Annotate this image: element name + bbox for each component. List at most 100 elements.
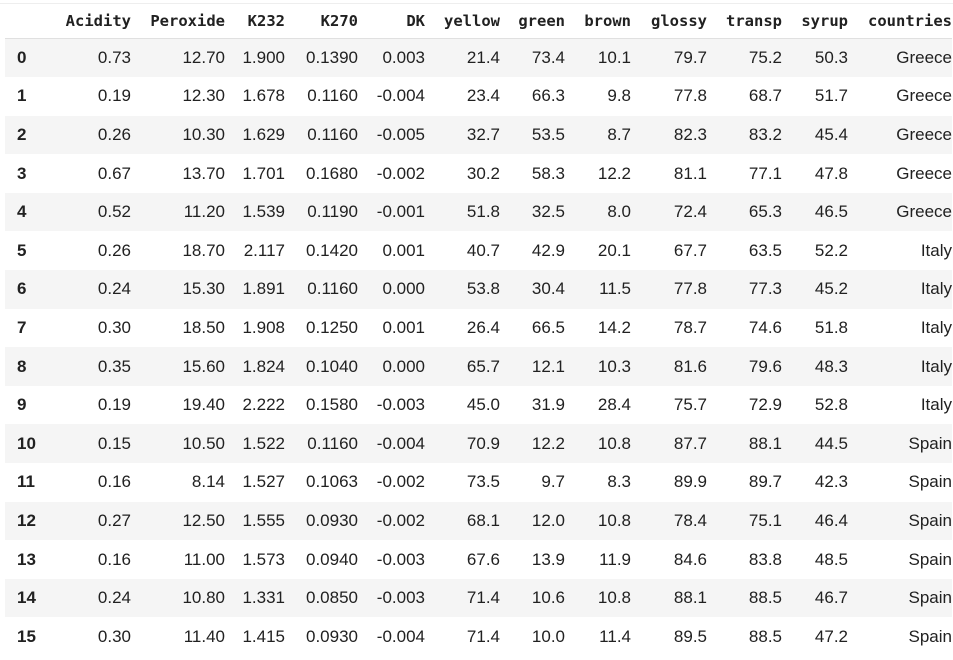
cell-green: 10.6 [531,588,565,608]
cell-k270: 0.1160 [307,124,358,144]
cell-k232: 1.701 [242,163,285,183]
table-row: 3 0.67 13.70 1.701 0.1680 -0.002 30.2 58.3 12.2 8… [5,154,952,193]
cell-green: 31.9 [531,395,565,415]
cell-brown: 28.4 [597,395,631,415]
cell-syrup: 50.3 [814,48,848,68]
cell-k232: 2.117 [243,240,285,260]
cell-yellow: 21.4 [466,48,500,68]
cell-k232: 1.891 [242,279,285,299]
cell-glossy: 82.3 [673,124,707,144]
cell-peroxide: 15.30 [182,279,225,299]
dataframe-table: Acidity Peroxide K232 K270 DK yellow green brow… [5,3,952,656]
row-index: 2 [17,124,27,144]
cell-acidity: 0.52 [97,202,131,222]
column-header-glossy: glossy [631,3,707,39]
cell-k270: 0.1190 [307,202,358,222]
cell-yellow: 23.4 [466,86,500,106]
cell-glossy: 79.7 [673,48,707,68]
cell-yellow: 71.4 [466,626,500,646]
table-row: 12 0.27 12.50 1.555 0.0930 -0.002 68.1 12.0 10.8… [5,501,952,541]
row-index: 1 [17,86,27,106]
cell-brown: 12.2 [597,163,631,183]
row-index: 7 [17,317,27,337]
table-body: 0 0.73 12.70 1.900 0.1390 0.003 21.4 73.4 10.1 79… [5,38,952,656]
cell-k232: 1.539 [242,202,285,222]
cell-transp: 88.5 [748,588,782,608]
cell-k270: 0.0850 [306,588,358,608]
cell-acidity: 0.15 [97,433,131,453]
cell-countries: Spain [908,588,952,608]
table-row: 9 0.19 19.40 2.222 0.1580 -0.003 45.0 31.9 28.4 7… [5,385,952,425]
cell-k270: 0.1680 [306,163,358,183]
cell-brown: 8.3 [607,472,631,492]
cell-acidity: 0.30 [97,626,131,646]
cell-glossy: 77.8 [673,86,707,106]
cell-k270: 0.1040 [306,356,358,376]
cell-green: 73.4 [531,48,565,68]
cell-syrup: 46.4 [814,510,848,530]
cell-k232: 1.824 [242,356,285,376]
cell-k232: 2.222 [242,395,285,415]
cell-acidity: 0.16 [97,472,131,492]
cell-k232: 1.331 [242,588,285,608]
cell-acidity: 0.24 [97,279,131,299]
cell-yellow: 26.4 [466,317,500,337]
row-index: 12 [17,510,36,530]
cell-k270: 0.1160 [307,279,358,299]
cell-green: 10.0 [531,626,565,646]
cell-k232: 1.900 [242,48,285,68]
cell-acidity: 0.26 [97,240,131,260]
cell-acidity: 0.35 [97,356,131,376]
cell-acidity: 0.26 [97,124,131,144]
table-row: 15 0.30 11.40 1.415 0.0930 -0.004 71.4 10.0 11.4… [5,617,952,656]
cell-brown: 8.0 [607,202,631,222]
cell-k270: 0.0940 [306,549,358,569]
cell-glossy: 81.6 [673,356,707,376]
cell-acidity: 0.30 [97,317,131,337]
cell-countries: Italy [920,395,952,415]
cell-brown: 11.9 [599,549,631,569]
cell-transp: 89.7 [748,472,782,492]
cell-dk: -0.005 [376,124,425,144]
cell-glossy: 78.4 [673,510,707,530]
cell-syrup: 51.7 [814,86,848,106]
cell-transp: 83.8 [748,549,782,569]
row-index: 14 [17,588,36,608]
cell-brown: 8.7 [607,124,631,144]
cell-countries: Spain [908,433,952,453]
cell-transp: 75.2 [748,48,782,68]
cell-peroxide: 10.30 [182,124,225,144]
cell-yellow: 53.8 [466,279,500,299]
row-index: 9 [17,395,27,415]
cell-dk: -0.003 [376,588,425,608]
cell-countries: Italy [920,240,952,260]
cell-k270: 0.1160 [307,433,358,453]
cell-transp: 79.6 [748,356,782,376]
cell-countries: Greece [896,48,952,68]
table-row: 6 0.24 15.30 1.891 0.1160 0.000 53.8 30.4 11.5 77… [5,270,952,309]
row-index: 4 [17,202,27,222]
cell-syrup: 47.2 [814,626,848,646]
cell-transp: 88.5 [748,626,782,646]
cell-glossy: 89.9 [673,472,707,492]
cell-peroxide: 11.00 [183,549,225,569]
cell-brown: 9.8 [607,86,631,106]
cell-k232: 1.573 [242,549,285,569]
cell-syrup: 52.8 [814,395,848,415]
cell-dk: -0.001 [376,202,425,222]
cell-brown: 10.8 [597,588,631,608]
cell-syrup: 42.3 [814,472,848,492]
cell-green: 13.9 [531,549,565,569]
row-index: 10 [17,433,36,453]
row-index: 5 [17,240,27,260]
cell-glossy: 81.1 [673,163,707,183]
row-index: 11 [17,472,35,492]
cell-peroxide: 12.50 [182,510,225,530]
table-row: 11 0.16 8.14 1.527 0.1063 -0.002 73.5 9.7 8.3 89.… [5,463,952,502]
cell-transp: 68.7 [748,86,782,106]
cell-green: 12.2 [531,433,565,453]
cell-peroxide: 11.40 [183,626,225,646]
cell-k232: 1.678 [242,86,285,106]
table-row: 7 0.30 18.50 1.908 0.1250 0.001 26.4 66.5 14.2 78… [5,308,952,348]
cell-peroxide: 18.50 [182,317,225,337]
